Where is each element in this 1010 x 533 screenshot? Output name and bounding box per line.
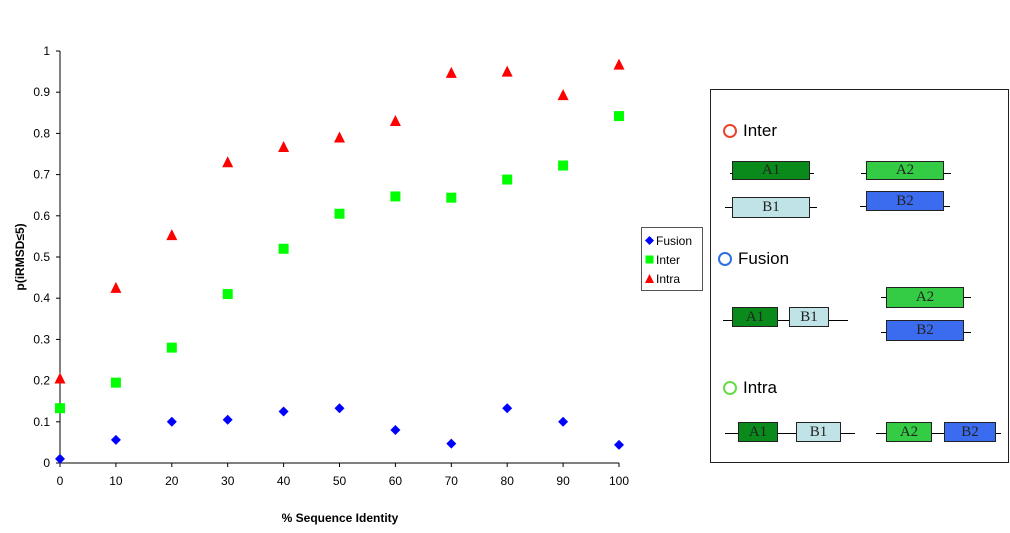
x-tick-label: 100: [609, 474, 629, 488]
intra-point: [557, 89, 569, 101]
intra-point: [334, 131, 345, 143]
x-tick-label: 80: [501, 474, 515, 488]
fusion-point: [334, 403, 345, 414]
circle-icon: [718, 252, 732, 266]
intra-point: [445, 66, 457, 78]
intra-box-b2: B2: [944, 422, 996, 442]
x-tick-label: 20: [165, 474, 179, 488]
intra-box-b1: B1: [796, 422, 841, 442]
intra-point: [613, 58, 625, 70]
y-tick-label: 0: [43, 456, 50, 470]
x-tick-label: 40: [277, 474, 291, 488]
legend-item-inter: Inter: [645, 250, 702, 269]
circle-icon: [723, 381, 737, 395]
intra-point: [389, 115, 401, 127]
legend-item-fusion: Fusion: [645, 231, 702, 250]
inter-point: [614, 111, 624, 122]
square-icon: [645, 255, 654, 264]
fusion-point: [614, 439, 624, 450]
y-axis-label: p(iRMSD≤5): [13, 223, 27, 290]
y-tick-label: 0.7: [33, 168, 50, 182]
x-tick-label: 90: [556, 474, 570, 488]
fusion-box-b1: B1: [789, 307, 829, 327]
scatter-chart: 00.10.20.30.40.50.60.70.80.910 10 20 30 40 50…: [13, 44, 629, 525]
section-intra-title: Intra: [723, 378, 777, 398]
inter-point: [278, 243, 289, 254]
x-tick-label: 30: [221, 474, 235, 488]
fusion-point: [278, 406, 289, 417]
y-tick-label: 0.5: [33, 250, 50, 264]
inter-point: [390, 191, 401, 202]
y-tick-label: 1: [43, 44, 50, 58]
fusion-point: [446, 438, 457, 449]
intra-point: [222, 156, 234, 168]
inter-box-b1: B1: [732, 197, 810, 218]
inter-point: [110, 377, 121, 388]
fusion-box-a2: A2: [886, 287, 964, 308]
y-tick-label: 0.9: [33, 85, 50, 99]
intra-point: [501, 65, 513, 77]
section-fusion-title: Fusion: [718, 249, 789, 269]
inter-box-b2: B2: [866, 191, 944, 211]
fusion-point: [222, 414, 233, 425]
inter-point: [166, 342, 177, 353]
x-tick-label: 60: [389, 474, 403, 488]
x-tick-label: 50: [333, 474, 347, 488]
y-tick-label: 0.3: [33, 332, 50, 346]
chart-legend: Fusion Inter Intra: [641, 227, 703, 291]
y-tick-label: 0.2: [33, 374, 50, 388]
connector-line: [725, 433, 855, 434]
x-axis-label: % Sequence Identity: [282, 511, 399, 525]
inter-point: [446, 192, 457, 203]
intra-point: [166, 229, 178, 241]
complex-type-diagram: Inter A1 A2 B1 B2 Fusion A1 B1 A2 B2 Int…: [710, 89, 1009, 463]
legend-label-intra: Intra: [656, 271, 681, 286]
intra-box-a2: A2: [886, 422, 932, 442]
fusion-point: [558, 416, 569, 427]
circle-icon: [723, 124, 737, 138]
y-tick-label: 0.1: [33, 415, 50, 429]
legend-item-intra: Intra: [645, 269, 702, 288]
intra-point: [54, 372, 66, 384]
y-tick-label: 0.6: [33, 209, 50, 223]
legend-label-inter: Inter: [656, 252, 681, 267]
legend-label-fusion: Fusion: [656, 233, 693, 248]
x-tick-label: 70: [445, 474, 459, 488]
fusion-box-a1: A1: [732, 307, 778, 327]
x-tick-label: 0: [57, 474, 64, 488]
connector-line: [876, 433, 1001, 434]
tick-labels: 00.10.20.30.40.50.60.70.80.910 10 20 30 40 50…: [33, 44, 629, 488]
y-tick-label: 0.8: [33, 126, 50, 140]
intra-point: [110, 281, 122, 293]
fusion-box-b2: B2: [886, 320, 964, 341]
inter-point: [55, 403, 65, 414]
connector-line: [723, 320, 848, 321]
fusion-point: [390, 425, 401, 436]
inter-point: [558, 160, 569, 171]
y-tick-label: 0.4: [33, 291, 50, 305]
section-inter-title: Inter: [723, 121, 777, 141]
inter-point: [334, 208, 345, 219]
x-tick-label: 10: [109, 474, 123, 488]
fusion-point: [55, 453, 65, 464]
diamond-icon: [645, 236, 654, 245]
fusion-point: [110, 434, 121, 445]
inter-point: [502, 174, 513, 185]
fusion-point: [502, 403, 513, 414]
intra-box-a1: A1: [738, 422, 778, 442]
data-points: [54, 58, 625, 464]
inter-point: [222, 289, 233, 300]
intra-point: [278, 140, 290, 152]
fusion-point: [166, 416, 177, 427]
triangle-icon: [645, 274, 654, 283]
inter-box-a2: A2: [866, 161, 944, 180]
axes: [56, 50, 620, 467]
inter-box-a1: A1: [732, 161, 810, 180]
